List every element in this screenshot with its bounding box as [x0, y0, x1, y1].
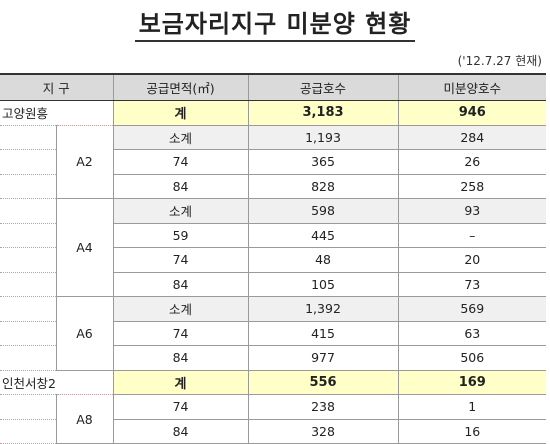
table-row: 74 48 20 [0, 247, 547, 273]
table-header-row: 지 구 공급면적(㎡) 공급호수 미분양호수 [0, 73, 547, 101]
blank-cell [0, 419, 57, 444]
header-supply: 공급호수 [248, 73, 399, 101]
supply-cell: 238 [248, 394, 399, 420]
unsold-cell: 506 [398, 345, 547, 371]
supply-cell: 48 [248, 247, 399, 273]
header-area: 공급면적(㎡) [113, 73, 249, 101]
blank-cell [0, 125, 57, 150]
area-cell: 소계 [113, 125, 249, 150]
page-title: 보금자리지구 미분양 현황 [0, 4, 550, 42]
unsold-cell: 93 [398, 198, 547, 224]
supply-cell: 977 [248, 345, 399, 371]
date-note: ('12.7.27 현재) [457, 54, 542, 68]
table-row: A4 소계 598 93 [0, 198, 547, 297]
header-district: 지 구 [0, 73, 114, 101]
table-row: 84 828 258 [0, 174, 547, 199]
table-row: A2 소계 1,193 284 [0, 125, 547, 199]
total-supply: 556 [248, 370, 399, 395]
supply-cell: 598 [248, 198, 399, 224]
table-row: A6 소계 1,392 569 [0, 296, 547, 371]
area-cell: 소계 [113, 198, 249, 224]
blank-cell [0, 272, 57, 297]
total-unsold: 946 [398, 100, 547, 126]
unsold-cell: 569 [398, 296, 547, 322]
blank-cell [0, 247, 57, 273]
unsold-cell: 63 [398, 321, 547, 346]
table-row: 59 445 – [0, 223, 547, 248]
supply-cell: 365 [248, 149, 399, 175]
table-row: A8 74 238 1 [0, 394, 547, 444]
blank-cell [0, 223, 57, 248]
area-cell: 74 [113, 149, 249, 175]
unsold-cell: 20 [398, 247, 547, 273]
area-cell: 84 [113, 345, 249, 371]
area-cell: 소계 [113, 296, 249, 322]
unsold-cell: 16 [398, 419, 547, 444]
area-cell: 84 [113, 272, 249, 297]
supply-cell: 105 [248, 272, 399, 297]
supply-cell: 328 [248, 419, 399, 444]
district-total-row: 고양원흥 계 3,183 946 [0, 100, 547, 126]
blank-cell [0, 296, 57, 322]
unsold-cell: 73 [398, 272, 547, 297]
blank-cell [0, 321, 57, 346]
block-name: A8 [56, 394, 114, 444]
unsold-status-table: 지 구 공급면적(㎡) 공급호수 미분양호수 고양원흥 계 3,183 946 … [0, 73, 547, 444]
district-name: 고양원흥 [0, 100, 114, 126]
area-cell: 84 [113, 419, 249, 444]
unsold-cell: 284 [398, 125, 547, 150]
block-name: A6 [56, 296, 114, 371]
supply-cell: 445 [248, 223, 399, 248]
total-label: 계 [113, 370, 249, 395]
area-cell: 84 [113, 174, 249, 199]
blank-cell [0, 149, 57, 175]
unsold-cell: 26 [398, 149, 547, 175]
unsold-cell: – [398, 223, 547, 248]
total-unsold: 169 [398, 370, 547, 395]
blank-cell [0, 345, 57, 371]
unsold-cell: 1 [398, 394, 547, 420]
table-row: 84 105 73 [0, 272, 547, 297]
table-row: 74 415 63 [0, 321, 547, 346]
area-cell: 59 [113, 223, 249, 248]
supply-cell: 415 [248, 321, 399, 346]
header-unsold: 미분양호수 [398, 73, 547, 101]
blank-cell [0, 198, 57, 224]
table-row: 84 977 506 [0, 345, 547, 371]
supply-cell: 828 [248, 174, 399, 199]
area-cell: 74 [113, 247, 249, 273]
table-row: 74 365 26 [0, 149, 547, 175]
blank-cell [0, 394, 57, 420]
supply-cell: 1,392 [248, 296, 399, 322]
block-name: A4 [56, 198, 114, 297]
area-cell: 74 [113, 394, 249, 420]
block-name: A2 [56, 125, 114, 199]
blank-cell [0, 174, 57, 199]
supply-cell: 1,193 [248, 125, 399, 150]
district-total-row: 인천서창2 계 556 169 [0, 370, 547, 395]
total-label: 계 [113, 100, 249, 126]
total-supply: 3,183 [248, 100, 399, 126]
area-cell: 74 [113, 321, 249, 346]
district-name: 인천서창2 [0, 370, 114, 395]
unsold-cell: 258 [398, 174, 547, 199]
